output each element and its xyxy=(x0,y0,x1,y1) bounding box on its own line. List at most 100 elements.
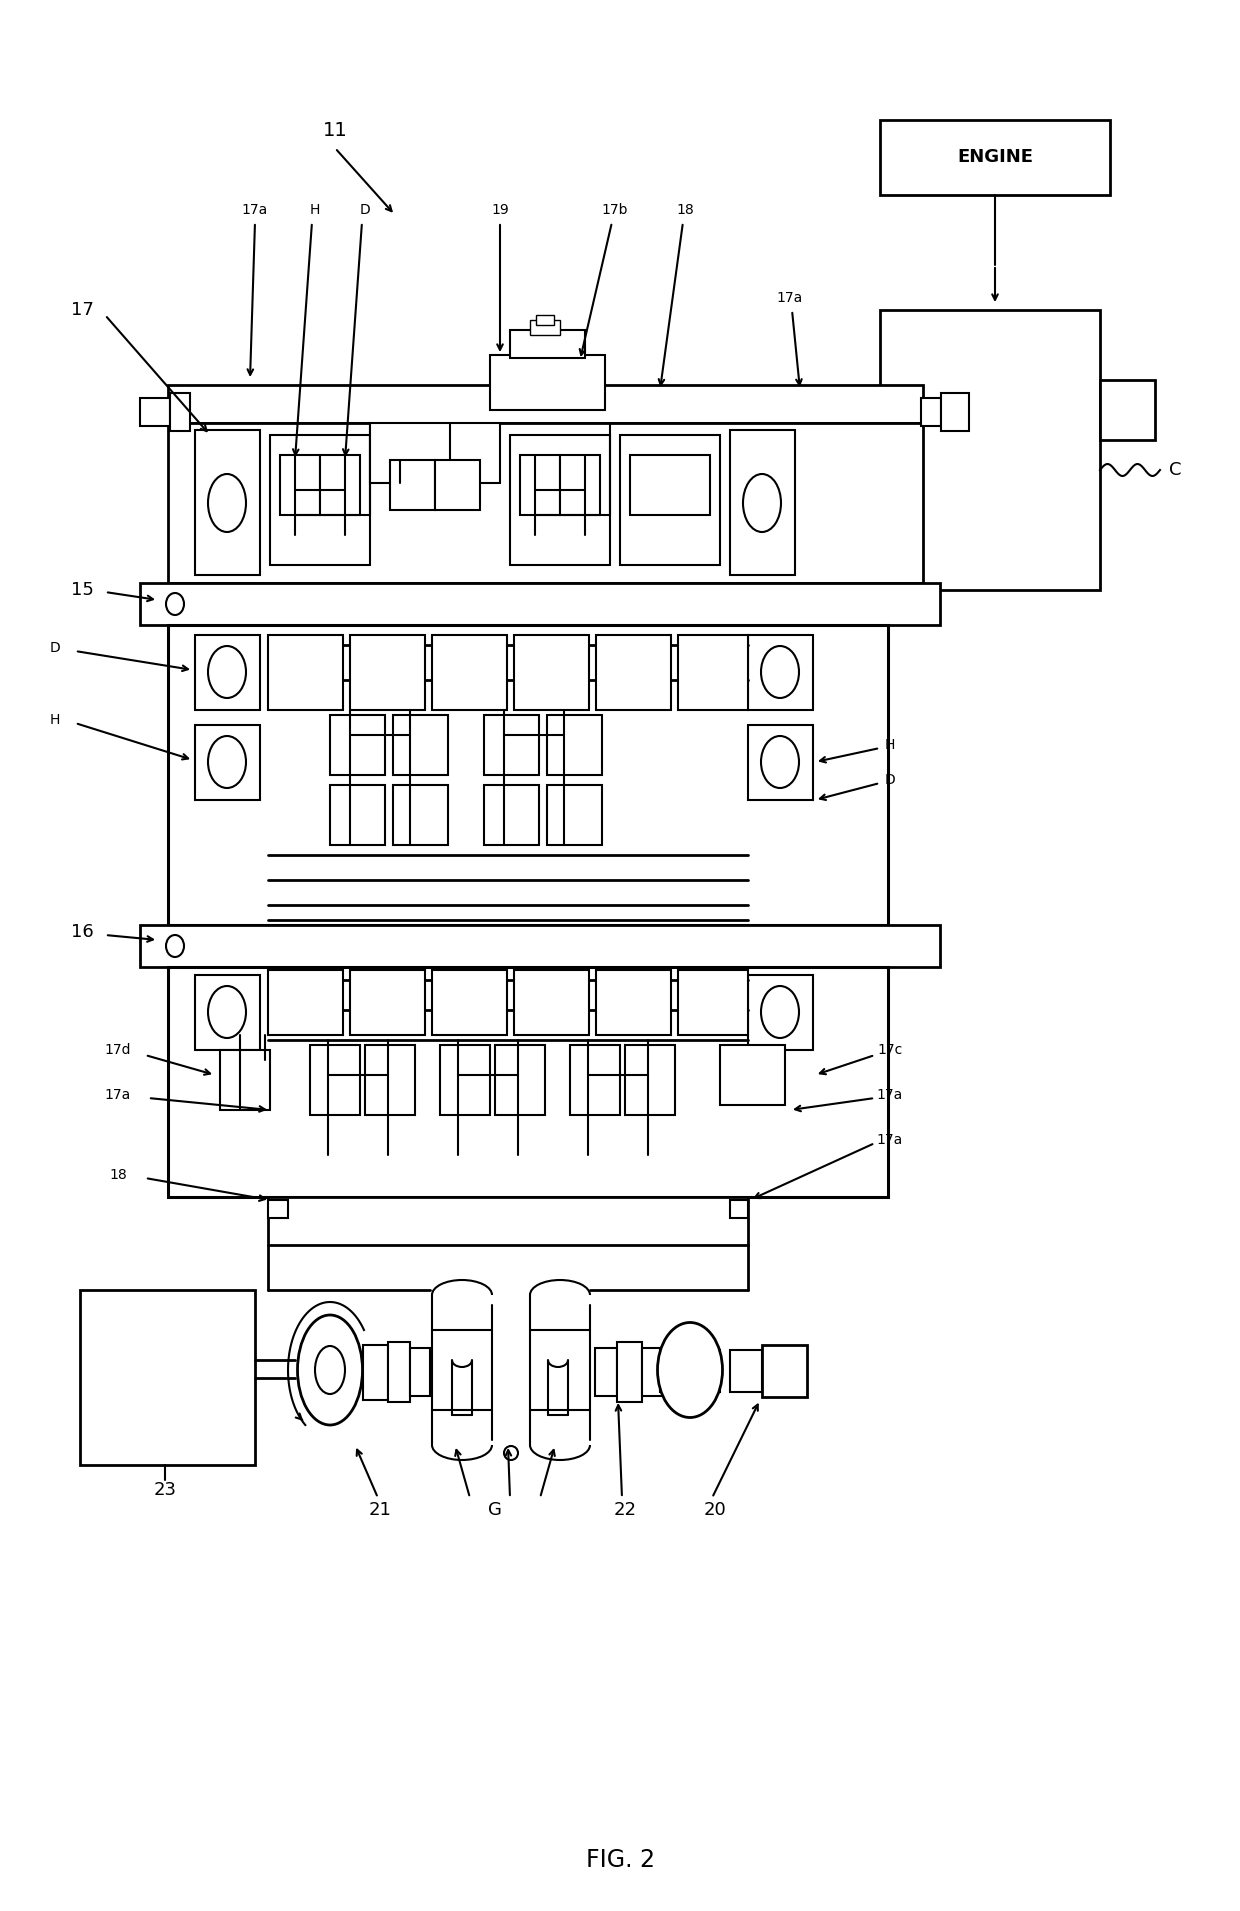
Bar xyxy=(484,785,539,845)
Text: 17a: 17a xyxy=(105,1087,131,1103)
Bar xyxy=(596,971,671,1036)
Text: 18: 18 xyxy=(109,1168,126,1183)
Bar xyxy=(140,925,940,967)
Text: H: H xyxy=(310,203,320,218)
Bar xyxy=(330,715,384,776)
Text: 18: 18 xyxy=(676,203,694,218)
Bar xyxy=(495,1045,546,1114)
Text: 16: 16 xyxy=(71,923,93,940)
Bar xyxy=(730,1349,763,1391)
Ellipse shape xyxy=(166,934,184,957)
Bar xyxy=(536,315,554,325)
Bar xyxy=(730,1200,748,1217)
Bar xyxy=(720,1045,785,1105)
Text: G: G xyxy=(489,1500,502,1519)
Text: 21: 21 xyxy=(368,1500,392,1519)
Ellipse shape xyxy=(208,986,246,1038)
Bar xyxy=(365,1045,415,1114)
Bar xyxy=(363,1345,388,1401)
Bar xyxy=(748,724,813,801)
Bar xyxy=(520,455,560,514)
Bar xyxy=(268,634,343,711)
Bar xyxy=(618,1342,642,1403)
Bar xyxy=(370,422,500,483)
Bar xyxy=(195,724,260,801)
Text: 23: 23 xyxy=(154,1481,176,1498)
Text: 17c: 17c xyxy=(878,1043,903,1057)
Bar xyxy=(660,1349,720,1391)
Bar xyxy=(529,319,560,334)
Bar xyxy=(170,394,190,432)
Text: H: H xyxy=(50,713,61,726)
Text: H: H xyxy=(885,738,895,753)
Bar xyxy=(410,1347,430,1397)
Bar xyxy=(219,1049,270,1110)
Bar xyxy=(596,634,671,711)
Bar xyxy=(763,1345,807,1397)
Bar xyxy=(140,397,170,426)
Text: FIG. 2: FIG. 2 xyxy=(585,1848,655,1873)
Bar xyxy=(81,1290,255,1466)
Ellipse shape xyxy=(208,474,246,531)
Bar xyxy=(167,967,888,1196)
Bar xyxy=(515,971,589,1036)
Bar xyxy=(880,120,1110,195)
Bar xyxy=(195,634,260,711)
Bar xyxy=(880,310,1100,590)
Text: 19: 19 xyxy=(491,203,508,218)
Bar xyxy=(595,1347,618,1397)
Bar xyxy=(630,455,711,514)
Bar xyxy=(440,1045,490,1114)
Bar xyxy=(570,1045,620,1114)
Text: D: D xyxy=(50,640,61,655)
Bar xyxy=(167,384,923,422)
Ellipse shape xyxy=(208,736,246,787)
Bar xyxy=(167,422,923,583)
Bar xyxy=(268,971,343,1036)
Text: 11: 11 xyxy=(322,120,347,140)
Text: D: D xyxy=(884,774,895,787)
Ellipse shape xyxy=(166,592,184,615)
Ellipse shape xyxy=(761,646,799,698)
Bar xyxy=(1100,380,1154,440)
Text: 17a: 17a xyxy=(777,290,804,306)
Bar xyxy=(748,634,813,711)
Bar xyxy=(388,1342,410,1403)
Bar xyxy=(642,1347,663,1397)
Text: 17a: 17a xyxy=(877,1133,903,1147)
Bar xyxy=(547,715,601,776)
Bar xyxy=(350,971,425,1036)
Ellipse shape xyxy=(743,474,781,531)
Bar xyxy=(625,1045,675,1114)
Ellipse shape xyxy=(315,1345,345,1393)
Bar xyxy=(432,971,507,1036)
Bar xyxy=(195,975,260,1049)
Bar xyxy=(140,583,940,625)
Bar xyxy=(167,625,888,925)
Bar xyxy=(393,785,448,845)
Bar xyxy=(320,455,360,514)
Text: 22: 22 xyxy=(614,1500,636,1519)
Bar xyxy=(484,715,539,776)
Bar xyxy=(748,975,813,1049)
Text: C: C xyxy=(1169,461,1182,480)
Bar xyxy=(435,461,480,510)
Bar xyxy=(330,785,384,845)
Ellipse shape xyxy=(761,986,799,1038)
Bar xyxy=(268,1200,288,1217)
Bar xyxy=(678,634,748,711)
Bar xyxy=(560,455,600,514)
Text: D: D xyxy=(360,203,371,218)
Bar xyxy=(510,436,610,566)
Text: 17: 17 xyxy=(71,302,93,319)
Text: 15: 15 xyxy=(71,581,93,598)
Bar xyxy=(393,715,448,776)
Text: 17a: 17a xyxy=(242,203,268,218)
Bar xyxy=(678,971,748,1036)
Bar xyxy=(510,331,585,357)
Bar xyxy=(391,461,435,510)
Bar xyxy=(941,394,968,432)
Bar xyxy=(310,1045,360,1114)
Bar xyxy=(195,430,260,575)
Bar xyxy=(268,1196,748,1244)
